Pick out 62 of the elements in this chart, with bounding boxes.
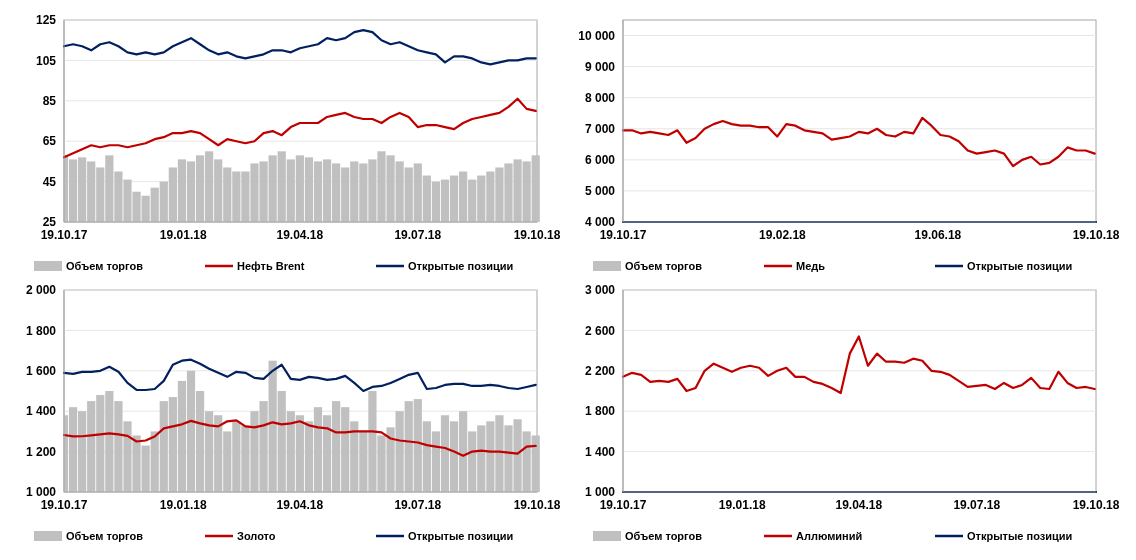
legend-label: Аллюминий bbox=[796, 529, 863, 542]
x-tick-label: 19.10.18 bbox=[1072, 498, 1120, 512]
legend-label: Открытые позиции bbox=[408, 259, 514, 272]
y-tick-label: 125 bbox=[35, 13, 57, 28]
line-series bbox=[62, 358, 537, 393]
x-tick-label: 19.10.17 bbox=[40, 498, 88, 512]
legend-label: Нефть Brent bbox=[237, 259, 305, 272]
x-tick-label: 19.06.18 bbox=[914, 228, 962, 242]
x-tick-label: 19.10.17 bbox=[40, 228, 88, 242]
line-series bbox=[621, 116, 1096, 168]
y-tick-label: 5 000 bbox=[584, 184, 616, 199]
x-tick-label: 19.04.18 bbox=[276, 498, 324, 512]
y-tick-label: 8 000 bbox=[584, 90, 616, 105]
legend-label: Объем торгов bbox=[66, 259, 144, 272]
y-tick-label: 1 400 bbox=[584, 444, 616, 459]
line-series bbox=[62, 97, 537, 159]
x-tick-label: 19.04.18 bbox=[276, 228, 324, 242]
legend-label: Открытые позиции bbox=[967, 259, 1073, 272]
x-tick-label: 19.02.18 bbox=[759, 228, 807, 242]
x-tick-label: 19.01.18 bbox=[159, 498, 207, 512]
x-tick-label: 19.10.17 bbox=[599, 228, 647, 242]
x-tick-label: 19.10.18 bbox=[513, 498, 561, 512]
y-tick-label: 6 000 bbox=[584, 153, 616, 168]
legend-label: Объем торгов bbox=[66, 529, 144, 542]
y-tick-label: 1 600 bbox=[25, 364, 57, 378]
y-tick-label: 9 000 bbox=[584, 59, 616, 74]
y-tick-label: 4 000 bbox=[584, 215, 616, 230]
legend-label: Открытые позиции bbox=[967, 529, 1073, 542]
y-tick-label: 105 bbox=[35, 53, 57, 68]
x-tick-label: 19.10.17 bbox=[599, 498, 647, 512]
y-tick-label: 45 bbox=[42, 174, 57, 189]
x-tick-label: 19.10.18 bbox=[513, 228, 561, 242]
y-tick-label: 2 200 bbox=[584, 364, 616, 378]
legend-label: Объем торгов bbox=[625, 259, 703, 272]
line-series bbox=[62, 29, 537, 66]
y-tick-label: 10 000 bbox=[578, 28, 616, 43]
y-tick-label: 7 000 bbox=[584, 121, 616, 136]
x-tick-label: 19.04.18 bbox=[835, 498, 883, 512]
x-tick-label: 19.10.18 bbox=[1072, 228, 1120, 242]
y-tick-label: 1 800 bbox=[25, 323, 57, 338]
y-tick-label: 2 000 bbox=[25, 283, 57, 298]
y-tick-label: 1 400 bbox=[25, 404, 57, 419]
y-tick-label: 85 bbox=[42, 94, 57, 108]
y-tick-label: 1 800 bbox=[584, 404, 616, 419]
y-tick-label: 65 bbox=[42, 134, 57, 149]
line-series bbox=[621, 335, 1096, 395]
legend-label: Открытые позиции bbox=[408, 529, 514, 542]
y-tick-label: 2 600 bbox=[584, 323, 616, 338]
legend-label: Медь bbox=[796, 259, 826, 272]
x-tick-label: 19.01.18 bbox=[159, 228, 207, 242]
legend-label: Золото bbox=[237, 529, 276, 542]
x-tick-label: 19.07.18 bbox=[394, 228, 442, 242]
y-tick-label: 25 bbox=[42, 215, 57, 230]
legend-label: Объем торгов bbox=[625, 529, 703, 542]
line-series bbox=[62, 419, 537, 457]
y-tick-label: 1 000 bbox=[584, 485, 616, 500]
y-tick-label: 3 000 bbox=[584, 283, 616, 298]
x-tick-label: 19.01.18 bbox=[718, 498, 766, 512]
y-tick-label: 1 000 bbox=[25, 485, 57, 500]
x-tick-label: 19.07.18 bbox=[953, 498, 1001, 512]
y-tick-label: 1 200 bbox=[25, 444, 57, 459]
x-tick-label: 19.07.18 bbox=[394, 498, 442, 512]
